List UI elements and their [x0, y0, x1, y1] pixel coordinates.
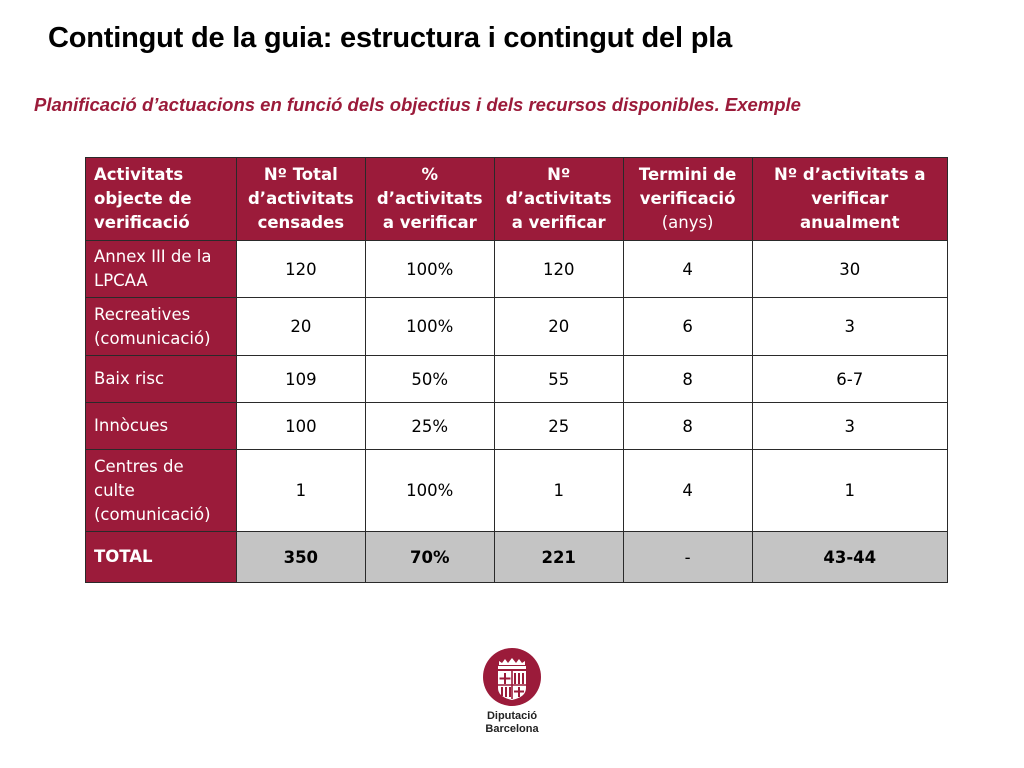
cell-anual: 3 — [751, 402, 949, 450]
cell-num: 120 — [493, 240, 624, 298]
cell-num: 25 — [493, 402, 624, 450]
header-termini: Termini de verificació (anys) — [622, 157, 753, 241]
row-label: Baix risc — [85, 355, 237, 403]
verification-table: Activitats objecte de verificació Nº Tot… — [85, 157, 949, 583]
cell-percent: 100% — [364, 297, 495, 356]
cell-total: 20 — [235, 297, 366, 356]
cell-total: 120 — [235, 240, 366, 298]
cell-termini: 6 — [622, 297, 753, 356]
table-header-row: Activitats objecte de verificació Nº Tot… — [85, 157, 949, 241]
cell-percent: 70% — [364, 531, 495, 583]
header-anualment: Nº d’activitats a verificar anualment — [751, 157, 949, 241]
cell-anual: 43-44 — [751, 531, 949, 583]
cell-total: 109 — [235, 355, 366, 403]
cell-termini: - — [622, 531, 753, 583]
row-label: TOTAL — [85, 531, 237, 583]
cell-num: 1 — [493, 449, 624, 532]
row-label: Centres de culte (comunicació) — [85, 449, 237, 532]
header-percent-verificar: % d’activitats a verificar — [364, 157, 495, 241]
logo-line-1: Diputació — [486, 710, 538, 722]
header-total-censades: Nº Total d’activitats censades — [235, 157, 366, 241]
header-termini-unit: (anys) — [661, 213, 714, 232]
cell-total: 100 — [235, 402, 366, 450]
diputacio-barcelona-emblem-icon — [483, 648, 541, 706]
cell-percent: 50% — [364, 355, 495, 403]
cell-termini: 8 — [622, 402, 753, 450]
table-row: Baix risc 109 50% 55 8 6-7 — [85, 355, 949, 403]
row-label: Innòcues — [85, 402, 237, 450]
cell-percent: 100% — [364, 240, 495, 298]
cell-total: 350 — [235, 531, 366, 583]
header-num-verificar: Nº d’activitats a verificar — [493, 157, 624, 241]
header-activitats: Activitats objecte de verificació — [85, 157, 237, 241]
cell-percent: 100% — [364, 449, 495, 532]
cell-termini: 4 — [622, 449, 753, 532]
table-row: Innòcues 100 25% 25 8 3 — [85, 402, 949, 450]
table-row: Annex III de la LPCAA 120 100% 120 4 30 — [85, 240, 949, 298]
cell-anual: 1 — [751, 449, 949, 532]
logo-line-2: Barcelona — [485, 723, 539, 735]
table-total-row: TOTAL 350 70% 221 - 43-44 — [85, 531, 949, 583]
table-row: Centres de culte (comunicació) 1 100% 1 … — [85, 449, 949, 532]
slide-subtitle: Planificació d’actuacions en funció dels… — [34, 94, 801, 115]
cell-anual: 3 — [751, 297, 949, 356]
row-label: Annex III de la LPCAA — [85, 240, 237, 298]
cell-total: 1 — [235, 449, 366, 532]
cell-termini: 4 — [622, 240, 753, 298]
cell-num: 55 — [493, 355, 624, 403]
header-termini-label: Termini de verificació — [638, 165, 737, 208]
cell-percent: 25% — [364, 402, 495, 450]
cell-anual: 6-7 — [751, 355, 949, 403]
cell-termini: 8 — [622, 355, 753, 403]
cell-anual: 30 — [751, 240, 949, 298]
table-row: Recreatives (comunicació) 20 100% 20 6 3 — [85, 297, 949, 356]
cell-num: 20 — [493, 297, 624, 356]
cell-num: 221 — [493, 531, 624, 583]
slide-title: Contingut de la guia: estructura i conti… — [48, 22, 733, 54]
row-label: Recreatives (comunicació) — [85, 297, 237, 356]
diputacio-barcelona-logo: Diputació Barcelona — [474, 648, 550, 736]
